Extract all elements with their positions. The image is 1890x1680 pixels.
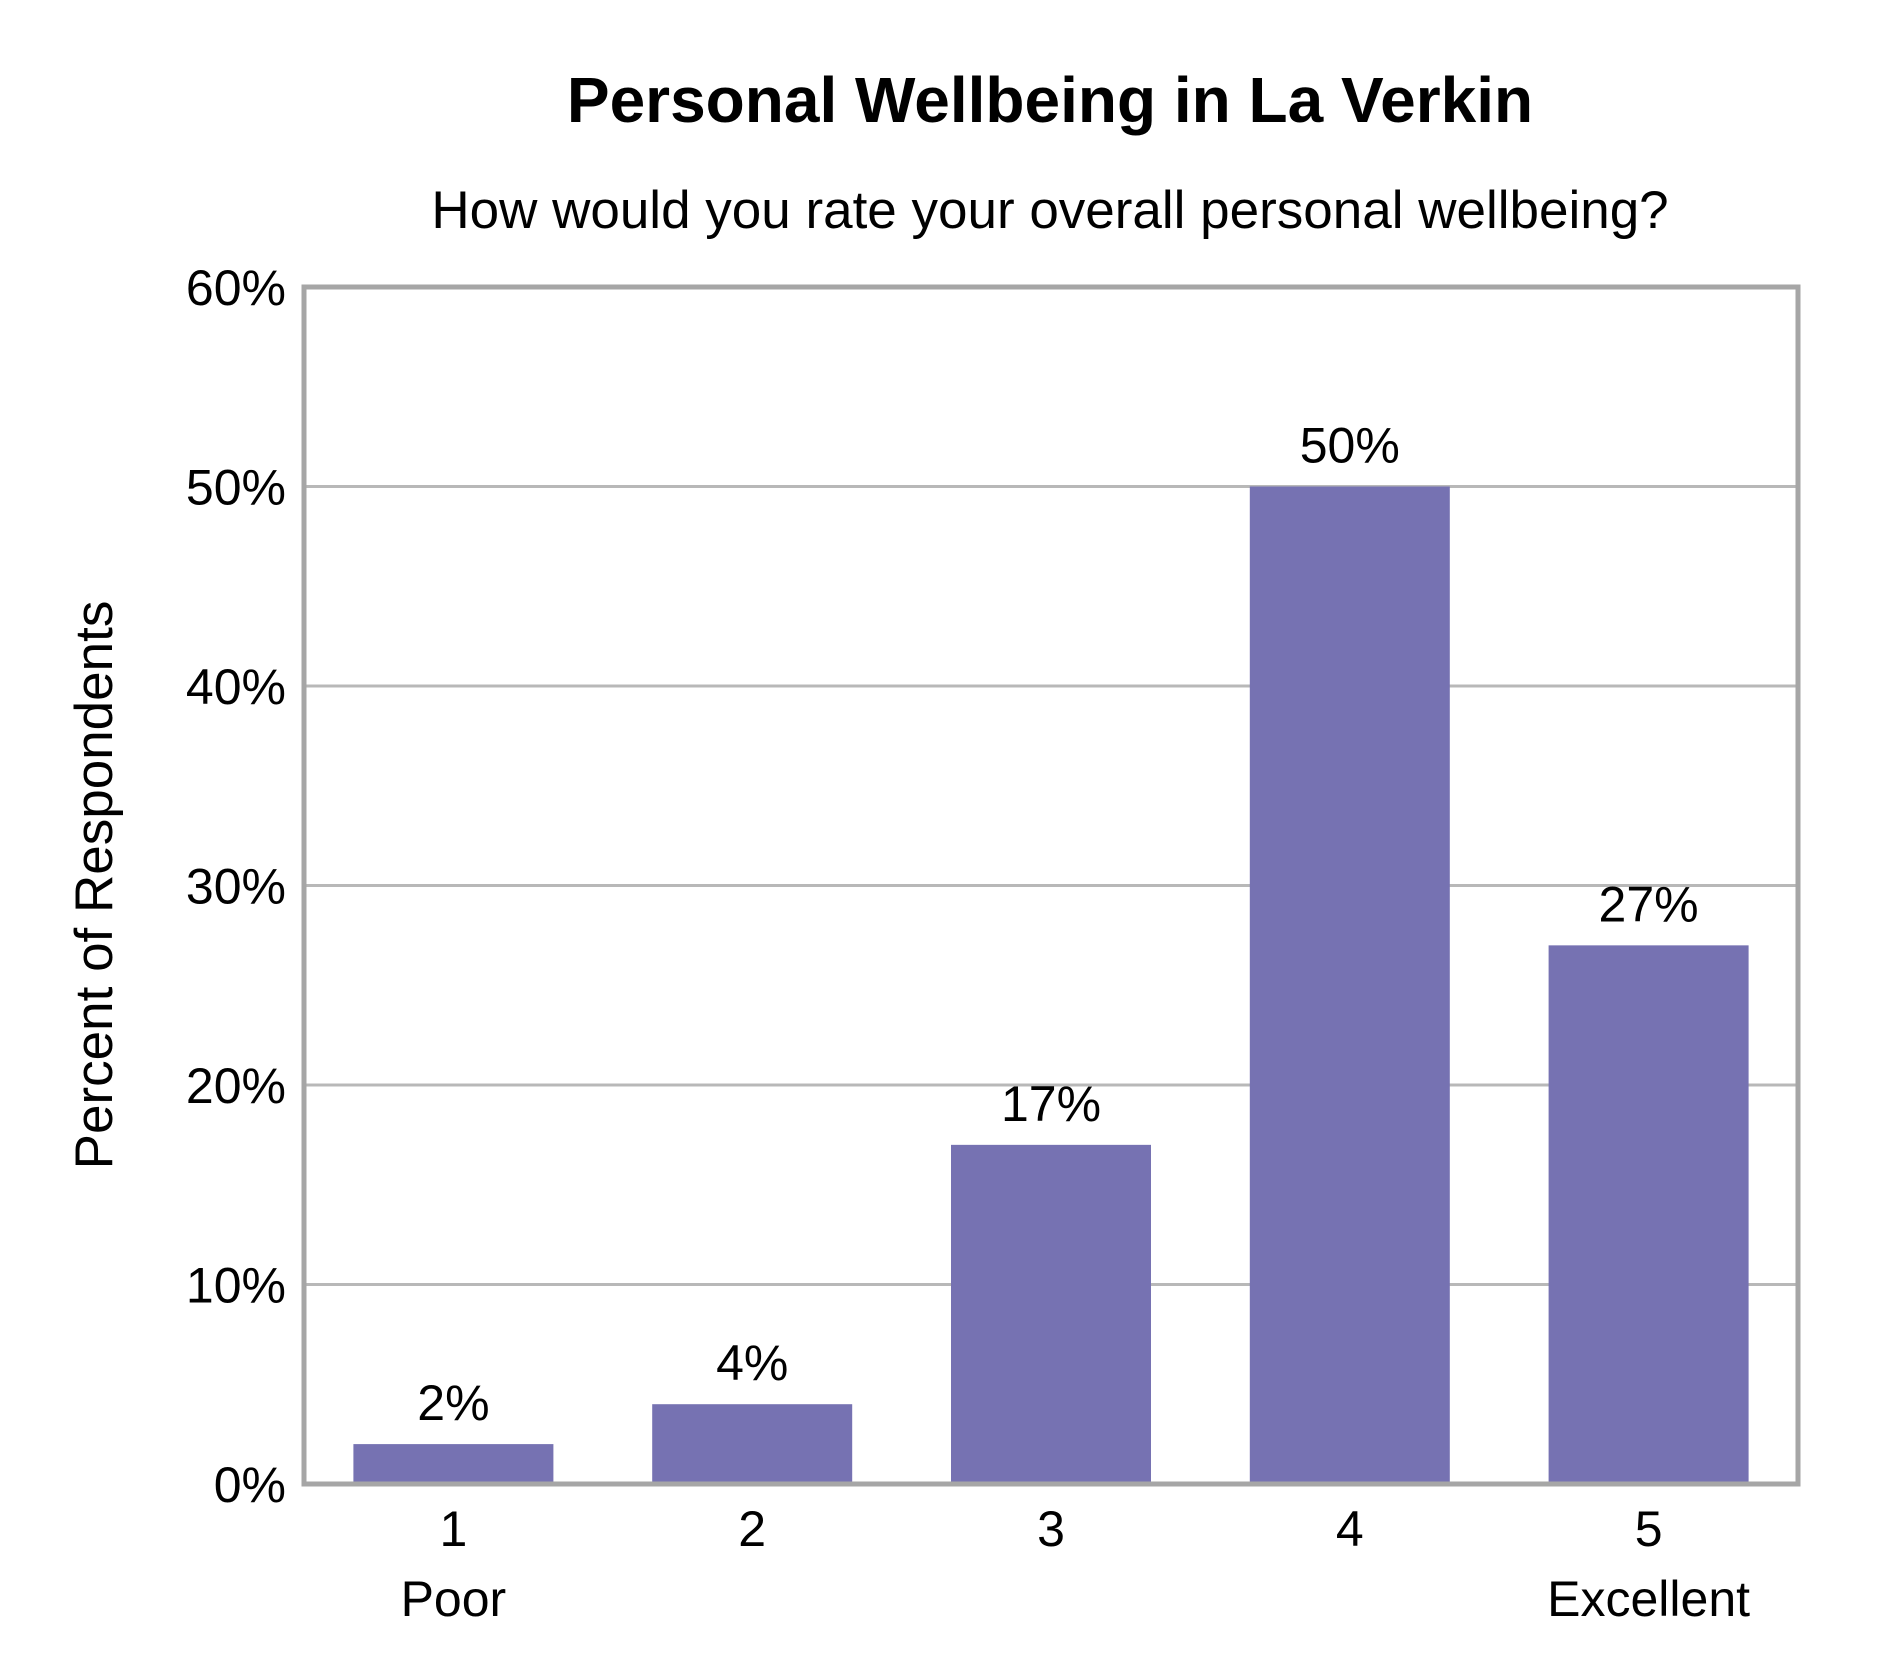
bar bbox=[1548, 945, 1749, 1484]
x-tick-label: 4 bbox=[1336, 1501, 1364, 1557]
y-tick-label: 40% bbox=[186, 659, 286, 715]
x-tick-sublabel: Excellent bbox=[1547, 1571, 1750, 1627]
plot-frame bbox=[301, 284, 1801, 1487]
chart-subtitle: How would you rate your overall personal… bbox=[431, 181, 1668, 240]
y-tick-label: 60% bbox=[186, 260, 286, 316]
x-tick-label: 2 bbox=[738, 1501, 766, 1557]
y-tick-labels: 0% 10% 20% 30% 40% 50% 60% bbox=[186, 260, 286, 1513]
x-tick-label: 5 bbox=[1635, 1501, 1663, 1557]
x-tick-label: 1 bbox=[439, 1501, 467, 1557]
x-tick-labels: 1 Poor 2 3 4 5 Excellent bbox=[401, 1501, 1751, 1627]
x-tick-label: 3 bbox=[1037, 1501, 1065, 1557]
plot-border bbox=[301, 284, 1801, 1487]
bar bbox=[652, 1404, 853, 1484]
bar bbox=[1249, 486, 1450, 1484]
data-label: 4% bbox=[716, 1335, 788, 1391]
y-tick-label: 30% bbox=[186, 859, 286, 915]
y-tick-label: 50% bbox=[186, 460, 286, 516]
x-tick-sublabel: Poor bbox=[401, 1571, 507, 1627]
data-label: 17% bbox=[1001, 1076, 1101, 1132]
data-label: 50% bbox=[1300, 418, 1400, 474]
chart-title: Personal Wellbeing in La Verkin bbox=[567, 64, 1533, 136]
y-tick-label: 10% bbox=[186, 1258, 286, 1314]
y-tick-label: 0% bbox=[214, 1457, 286, 1513]
bars bbox=[353, 486, 1749, 1484]
bar bbox=[951, 1144, 1151, 1484]
bar bbox=[353, 1444, 554, 1484]
data-labels: 2% 4% 17% 50% 27% bbox=[417, 418, 1698, 1432]
data-label: 2% bbox=[417, 1375, 489, 1431]
y-tick-label: 20% bbox=[186, 1058, 286, 1114]
y-axis-label: Percent of Respondents bbox=[65, 601, 124, 1170]
data-label: 27% bbox=[1599, 876, 1699, 932]
